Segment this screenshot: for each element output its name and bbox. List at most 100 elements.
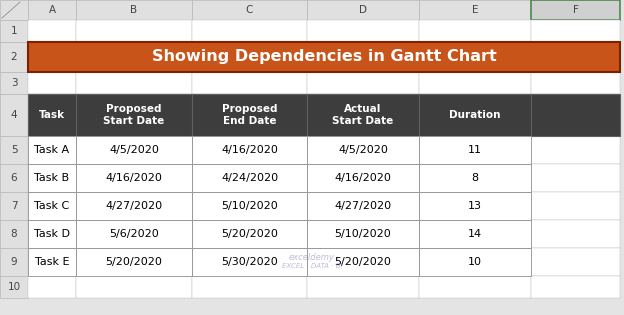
- Bar: [76, 136, 192, 164]
- Text: Actual
Start Date: Actual Start Date: [333, 104, 394, 126]
- Bar: [76, 276, 192, 298]
- Bar: [307, 136, 419, 164]
- Text: D: D: [359, 5, 367, 15]
- Text: 4/16/2020: 4/16/2020: [105, 173, 162, 183]
- Bar: [307, 220, 419, 248]
- Text: B: B: [130, 5, 137, 15]
- Bar: [531, 72, 620, 94]
- Text: EXCEL · DATA · BI: EXCEL · DATA · BI: [282, 263, 342, 269]
- Text: exceldemy: exceldemy: [289, 253, 335, 262]
- Bar: [28, 136, 76, 164]
- Bar: [76, 42, 192, 72]
- Bar: [76, 192, 192, 220]
- Bar: [76, 164, 192, 192]
- Text: 6: 6: [11, 173, 17, 183]
- Bar: [531, 248, 620, 276]
- Bar: [192, 164, 307, 192]
- Bar: [76, 248, 192, 276]
- Bar: [28, 72, 76, 94]
- Text: 5/20/2020: 5/20/2020: [221, 229, 278, 239]
- Text: 14: 14: [468, 229, 482, 239]
- Text: 4/27/2020: 4/27/2020: [334, 201, 392, 211]
- Bar: [192, 20, 307, 42]
- Bar: [192, 42, 307, 72]
- Bar: [76, 0, 192, 20]
- Bar: [419, 248, 531, 276]
- Text: 9: 9: [11, 257, 17, 267]
- Text: 5/20/2020: 5/20/2020: [105, 257, 162, 267]
- Bar: [0, 0, 28, 20]
- Bar: [192, 276, 307, 298]
- Bar: [307, 164, 419, 192]
- Bar: [28, 220, 76, 248]
- Bar: [307, 248, 419, 276]
- Text: 7: 7: [11, 201, 17, 211]
- Bar: [76, 248, 192, 276]
- Text: 5/10/2020: 5/10/2020: [334, 229, 391, 239]
- Bar: [531, 276, 620, 298]
- Text: 4/24/2020: 4/24/2020: [221, 173, 278, 183]
- Text: 4/16/2020: 4/16/2020: [221, 145, 278, 155]
- Bar: [0, 94, 28, 136]
- Bar: [419, 72, 531, 94]
- Text: 1: 1: [11, 26, 17, 36]
- Bar: [307, 192, 419, 220]
- Bar: [419, 42, 531, 72]
- Bar: [28, 220, 76, 248]
- Text: Task A: Task A: [34, 145, 69, 155]
- Bar: [0, 248, 28, 276]
- Bar: [307, 136, 419, 164]
- Bar: [419, 220, 531, 248]
- Bar: [76, 220, 192, 248]
- Bar: [76, 94, 192, 136]
- Bar: [28, 20, 76, 42]
- Text: Proposed
Start Date: Proposed Start Date: [104, 104, 165, 126]
- Bar: [419, 192, 531, 220]
- Bar: [419, 220, 531, 248]
- Bar: [531, 42, 620, 72]
- Bar: [307, 276, 419, 298]
- Bar: [192, 248, 307, 276]
- Bar: [307, 220, 419, 248]
- Bar: [76, 94, 192, 136]
- Bar: [192, 136, 307, 164]
- Text: 10: 10: [468, 257, 482, 267]
- Bar: [531, 220, 620, 248]
- Text: Task E: Task E: [35, 257, 69, 267]
- Bar: [0, 72, 28, 94]
- Bar: [531, 20, 620, 42]
- Text: 4: 4: [11, 110, 17, 120]
- Bar: [192, 72, 307, 94]
- Bar: [192, 248, 307, 276]
- Bar: [76, 72, 192, 94]
- Text: 13: 13: [468, 201, 482, 211]
- Text: 5/10/2020: 5/10/2020: [221, 201, 278, 211]
- Bar: [419, 136, 531, 164]
- Bar: [28, 136, 76, 164]
- Text: 4/5/2020: 4/5/2020: [338, 145, 388, 155]
- Bar: [76, 136, 192, 164]
- Bar: [28, 42, 76, 72]
- Text: F: F: [573, 5, 578, 15]
- Bar: [307, 164, 419, 192]
- Text: Task D: Task D: [34, 229, 70, 239]
- Bar: [192, 220, 307, 248]
- Bar: [419, 192, 531, 220]
- Bar: [0, 164, 28, 192]
- Bar: [192, 164, 307, 192]
- Bar: [0, 276, 28, 298]
- Text: 5: 5: [11, 145, 17, 155]
- Bar: [419, 164, 531, 192]
- Bar: [307, 20, 419, 42]
- Text: 10: 10: [7, 282, 21, 292]
- Text: 11: 11: [468, 145, 482, 155]
- Bar: [192, 0, 307, 20]
- Bar: [419, 248, 531, 276]
- Bar: [28, 276, 76, 298]
- Bar: [28, 164, 76, 192]
- Text: 5/20/2020: 5/20/2020: [334, 257, 391, 267]
- Bar: [307, 72, 419, 94]
- Bar: [531, 164, 620, 192]
- Bar: [28, 192, 76, 220]
- Bar: [419, 94, 531, 136]
